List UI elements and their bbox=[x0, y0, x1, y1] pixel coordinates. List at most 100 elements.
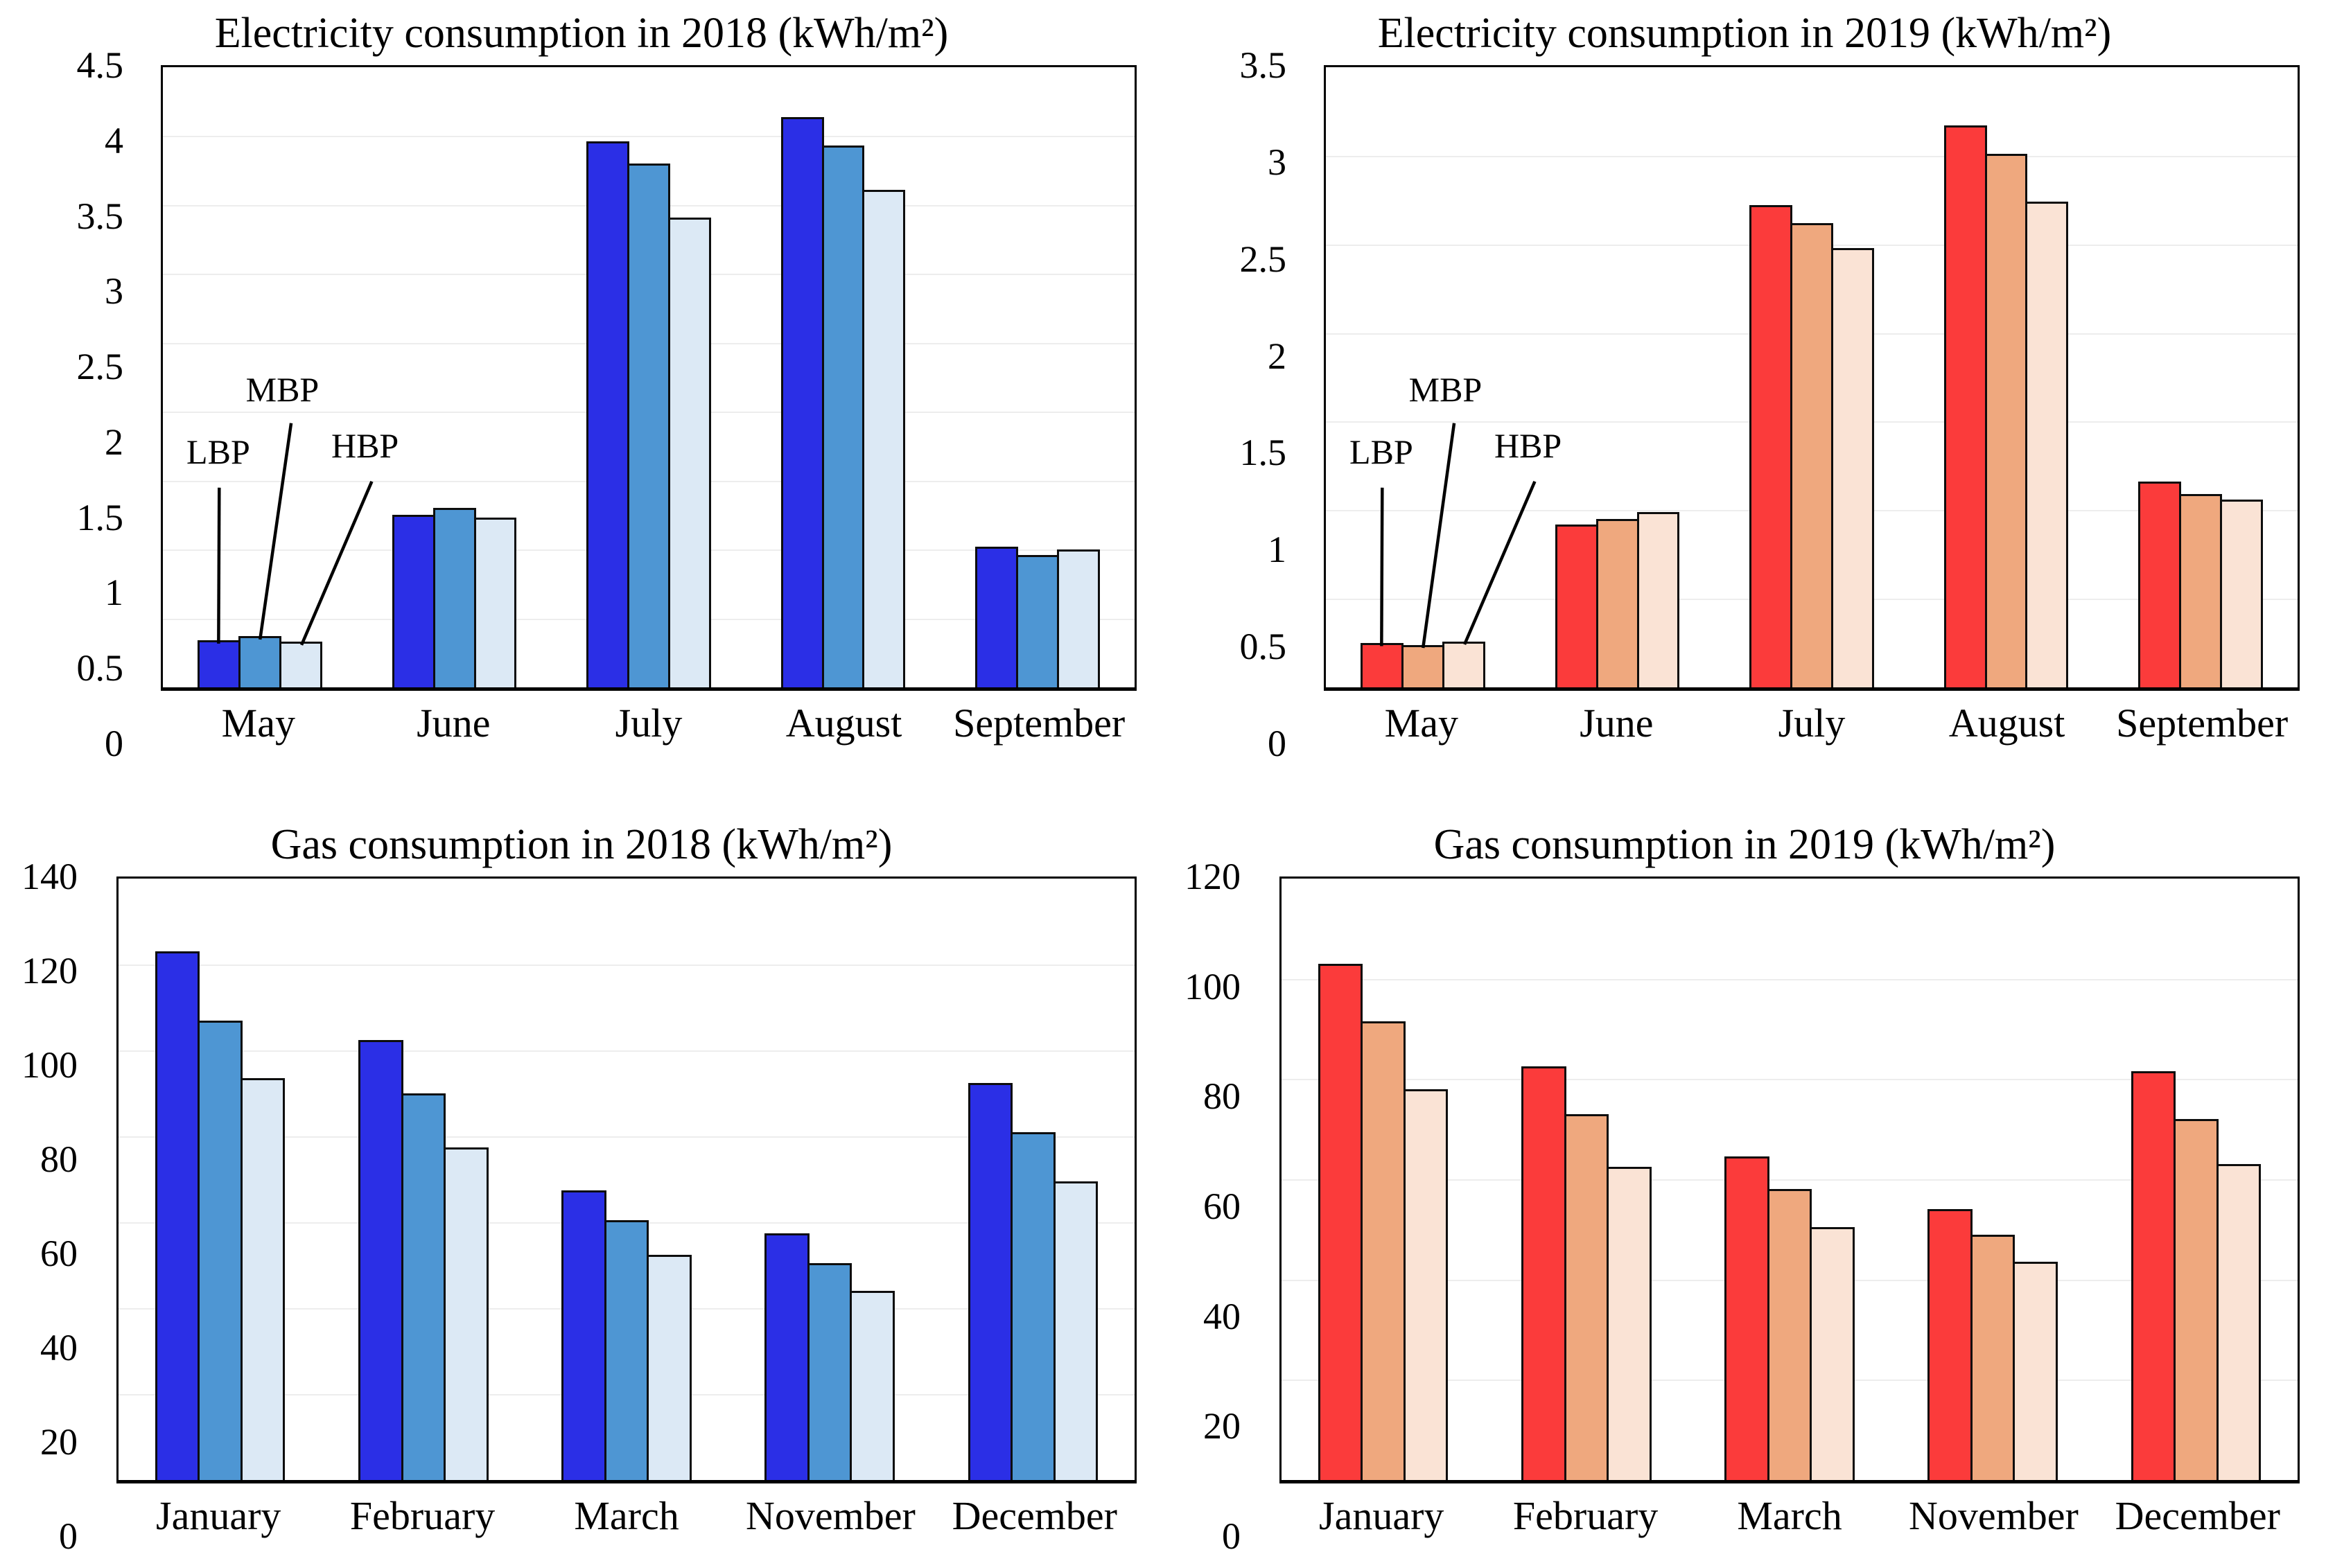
x-tick-label-july: July bbox=[1778, 701, 1846, 746]
bar-july-hbp bbox=[667, 217, 711, 687]
bar-june-mbp bbox=[1595, 519, 1639, 687]
bar-july-lbp bbox=[586, 141, 630, 687]
bar-january-lbp bbox=[1318, 963, 1363, 1480]
y-tick-label: 0 bbox=[59, 1515, 78, 1557]
chart-title-gas-2018: Gas consumption in 2018 (kWh/m²) bbox=[270, 821, 893, 868]
bar-january-hbp bbox=[240, 1078, 286, 1480]
bar-june-hbp bbox=[473, 518, 517, 687]
x-tick-label-march: March bbox=[574, 1493, 679, 1538]
x-tick-label-november: November bbox=[1909, 1493, 2079, 1538]
bar-september-lbp bbox=[2138, 482, 2181, 687]
bars bbox=[1749, 67, 1874, 687]
bars bbox=[1521, 879, 1652, 1480]
bar-group-december bbox=[932, 879, 1135, 1480]
bar-group-march bbox=[525, 879, 728, 1480]
annotation-label-mbp: MBP bbox=[1408, 370, 1483, 409]
y-tick-label: 140 bbox=[21, 856, 78, 897]
gridline bbox=[1282, 978, 2298, 980]
bar-march-hbp bbox=[647, 1254, 692, 1480]
y-tick-label: 20 bbox=[1203, 1405, 1241, 1447]
y-tick-label: 2.5 bbox=[1239, 238, 1287, 280]
bar-november-hbp bbox=[850, 1291, 895, 1480]
bar-december-mbp bbox=[2174, 1119, 2219, 1480]
x-tick-label-july: July bbox=[615, 701, 683, 746]
bar-group-july bbox=[1715, 67, 1909, 687]
bar-group-june bbox=[1520, 67, 1714, 687]
x-tick-label-september: September bbox=[2116, 701, 2289, 746]
chart-body: 120 100 80 60 40 20 0 January February March Nove… bbox=[1184, 858, 2300, 1555]
bar-march-hbp bbox=[1810, 1226, 1855, 1480]
bar-february-lbp bbox=[358, 1039, 403, 1480]
y-axis: 3.5 3 2.5 2 1.5 1 0.5 0 bbox=[1163, 46, 1306, 762]
bar-group-december bbox=[2095, 879, 2298, 1480]
y-tick-label: 80 bbox=[40, 1138, 78, 1180]
bar-august-mbp bbox=[821, 146, 865, 687]
bar-february-hbp bbox=[1607, 1166, 1652, 1480]
y-tick-label: 3 bbox=[105, 270, 123, 312]
gridline bbox=[119, 1050, 1135, 1052]
bars bbox=[561, 879, 692, 1480]
bar-september-mbp bbox=[1015, 555, 1059, 687]
bar-may-lbp bbox=[1361, 643, 1404, 687]
bar-march-lbp bbox=[1724, 1156, 1769, 1480]
bars bbox=[780, 67, 906, 687]
gridline bbox=[1282, 1179, 2298, 1181]
gridline bbox=[119, 964, 1135, 966]
bar-january-lbp bbox=[155, 951, 200, 1480]
y-tick-label: 0 bbox=[1268, 723, 1286, 764]
bar-august-hbp bbox=[2025, 202, 2069, 687]
bars bbox=[392, 67, 517, 687]
bars bbox=[1943, 67, 2069, 687]
bar-september-mbp bbox=[2178, 494, 2222, 687]
y-tick-label: 1.5 bbox=[1239, 432, 1287, 474]
y-tick-label: 0.5 bbox=[1239, 626, 1287, 668]
x-tick-label-december: December bbox=[2115, 1493, 2280, 1538]
annotation-label-hbp: HBP bbox=[331, 425, 399, 465]
y-tick-label: 120 bbox=[21, 950, 78, 992]
y-tick-label: 2 bbox=[1268, 335, 1286, 377]
y-tick-label: 3.5 bbox=[76, 195, 124, 237]
bars bbox=[1927, 879, 2058, 1480]
bar-november-hbp bbox=[2013, 1262, 2058, 1480]
x-tick-label-february: February bbox=[349, 1493, 496, 1538]
y-tick-label: 120 bbox=[1184, 856, 1241, 897]
y-tick-label: 60 bbox=[1203, 1186, 1241, 1227]
y-tick-label: 100 bbox=[1184, 965, 1241, 1007]
y-tick-label: 2 bbox=[105, 421, 123, 463]
bar-february-mbp bbox=[401, 1093, 446, 1480]
gridline bbox=[1326, 155, 2298, 157]
x-tick-label-august: August bbox=[785, 701, 902, 746]
x-tick-label-december: December bbox=[952, 1493, 1117, 1538]
annotation-label-mbp: MBP bbox=[245, 370, 320, 409]
bar-march-lbp bbox=[561, 1190, 606, 1480]
x-axis-labels: January February March November December bbox=[1279, 1496, 2300, 1536]
bar-group-november bbox=[728, 879, 932, 1480]
bar-december-lbp bbox=[2131, 1071, 2176, 1480]
x-tick-label-february: February bbox=[1512, 1493, 1659, 1538]
bar-december-mbp bbox=[1011, 1131, 1056, 1480]
panel-electricity-2018: Electricity consumption in 2018 (kWh/m²)… bbox=[0, 0, 1163, 784]
bar-june-hbp bbox=[1636, 511, 1680, 687]
x-tick-label-june: June bbox=[417, 701, 491, 746]
bar-september-hbp bbox=[1056, 549, 1100, 687]
bars bbox=[155, 879, 286, 1480]
y-tick-label: 20 bbox=[40, 1421, 78, 1463]
bars bbox=[1555, 67, 1680, 687]
bar-february-hbp bbox=[444, 1147, 489, 1480]
bar-january-mbp bbox=[198, 1020, 243, 1480]
y-tick-label: 60 bbox=[40, 1233, 78, 1274]
gridline bbox=[163, 136, 1135, 138]
y-axis: 4.5 4 3.5 3 2.5 2 1.5 1 0.5 0 bbox=[0, 46, 143, 762]
y-tick-label: 0 bbox=[105, 723, 123, 764]
bar-march-mbp bbox=[604, 1219, 649, 1480]
x-axis-labels: May June July August September bbox=[161, 703, 1137, 743]
x-tick-label-march: March bbox=[1737, 1493, 1842, 1538]
bar-september-hbp bbox=[2219, 499, 2263, 687]
bar-may-mbp bbox=[1401, 644, 1445, 687]
gridline bbox=[119, 1136, 1135, 1138]
y-tick-label: 40 bbox=[1203, 1295, 1241, 1337]
y-tick-label: 3.5 bbox=[1239, 44, 1287, 86]
bar-group-june bbox=[357, 67, 551, 687]
y-tick-label: 2.5 bbox=[76, 346, 124, 388]
bar-group-august bbox=[1909, 67, 2103, 687]
